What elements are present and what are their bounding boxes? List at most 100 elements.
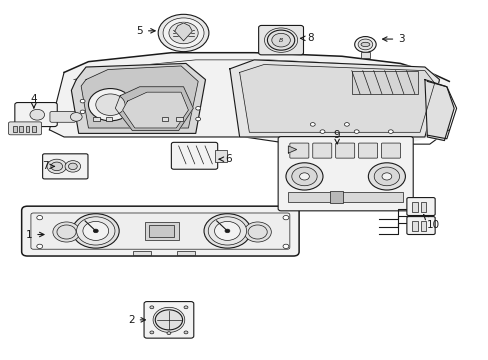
Text: 2: 2: [128, 315, 145, 325]
Circle shape: [57, 225, 76, 239]
Bar: [420, 221, 426, 231]
Text: 4: 4: [30, 94, 37, 108]
Text: 3: 3: [382, 34, 404, 44]
Circle shape: [163, 18, 203, 48]
Circle shape: [208, 217, 246, 245]
Bar: [133, 251, 151, 255]
Circle shape: [68, 163, 77, 170]
Circle shape: [166, 332, 170, 334]
Circle shape: [37, 244, 42, 248]
Circle shape: [344, 123, 348, 126]
Circle shape: [214, 221, 240, 240]
Circle shape: [158, 14, 208, 51]
Bar: [351, 71, 417, 94]
Polygon shape: [49, 53, 448, 144]
FancyBboxPatch shape: [278, 136, 412, 211]
Ellipse shape: [360, 42, 369, 46]
FancyBboxPatch shape: [335, 143, 354, 158]
Circle shape: [88, 89, 132, 121]
Circle shape: [244, 222, 271, 242]
Text: 9: 9: [333, 130, 340, 144]
Circle shape: [203, 214, 250, 248]
FancyBboxPatch shape: [15, 103, 57, 127]
Circle shape: [80, 99, 85, 103]
Bar: [360, 51, 369, 58]
Circle shape: [72, 214, 119, 248]
Polygon shape: [239, 64, 434, 132]
Circle shape: [310, 123, 315, 126]
FancyBboxPatch shape: [312, 143, 331, 158]
Circle shape: [70, 113, 82, 121]
Bar: [161, 117, 168, 121]
FancyBboxPatch shape: [21, 206, 299, 256]
Circle shape: [353, 130, 358, 134]
Circle shape: [93, 229, 98, 233]
FancyBboxPatch shape: [8, 122, 41, 135]
Polygon shape: [71, 63, 205, 134]
Circle shape: [285, 163, 323, 190]
Circle shape: [271, 33, 290, 47]
Circle shape: [51, 162, 62, 171]
Circle shape: [150, 306, 154, 309]
Circle shape: [381, 173, 391, 180]
Circle shape: [53, 222, 80, 242]
Bar: [105, 117, 112, 121]
Bar: [25, 126, 29, 132]
FancyBboxPatch shape: [381, 143, 400, 158]
FancyBboxPatch shape: [406, 198, 434, 216]
Polygon shape: [424, 80, 453, 140]
Circle shape: [183, 306, 187, 309]
Circle shape: [80, 110, 85, 114]
Text: B: B: [278, 38, 283, 42]
Bar: [32, 126, 36, 132]
Text: 10: 10: [423, 215, 439, 230]
Polygon shape: [288, 146, 296, 153]
Circle shape: [247, 225, 266, 239]
Text: 6: 6: [219, 154, 232, 164]
Circle shape: [267, 30, 294, 50]
FancyBboxPatch shape: [406, 217, 434, 234]
Bar: [288, 192, 402, 202]
Circle shape: [195, 117, 200, 121]
Circle shape: [354, 37, 375, 52]
Circle shape: [83, 221, 108, 240]
Circle shape: [47, 159, 66, 174]
Bar: [329, 191, 343, 203]
Circle shape: [320, 130, 325, 134]
Bar: [420, 202, 426, 212]
Bar: [176, 117, 183, 121]
Circle shape: [37, 216, 42, 220]
Circle shape: [155, 310, 182, 330]
Circle shape: [387, 130, 392, 134]
Circle shape: [357, 39, 372, 50]
Circle shape: [283, 216, 288, 220]
Circle shape: [373, 167, 399, 186]
Bar: [177, 251, 194, 255]
Polygon shape: [174, 23, 192, 41]
Circle shape: [291, 167, 317, 186]
Bar: [215, 149, 227, 162]
Text: 7: 7: [42, 161, 55, 171]
Circle shape: [299, 173, 309, 180]
Bar: [411, 221, 417, 231]
Polygon shape: [122, 92, 188, 128]
Circle shape: [77, 217, 115, 245]
Circle shape: [183, 331, 187, 334]
Polygon shape: [229, 60, 439, 137]
Bar: [19, 126, 23, 132]
Polygon shape: [81, 66, 198, 128]
Circle shape: [168, 22, 198, 44]
Text: 1: 1: [25, 230, 44, 239]
Circle shape: [65, 161, 81, 172]
Ellipse shape: [153, 307, 184, 332]
FancyBboxPatch shape: [358, 143, 377, 158]
Text: 5: 5: [136, 26, 155, 36]
Bar: [13, 126, 17, 132]
FancyBboxPatch shape: [31, 213, 289, 249]
FancyBboxPatch shape: [171, 142, 217, 169]
Circle shape: [283, 244, 288, 248]
Bar: [411, 202, 417, 212]
FancyBboxPatch shape: [144, 302, 193, 338]
Text: 8: 8: [300, 33, 313, 43]
Polygon shape: [115, 87, 193, 131]
